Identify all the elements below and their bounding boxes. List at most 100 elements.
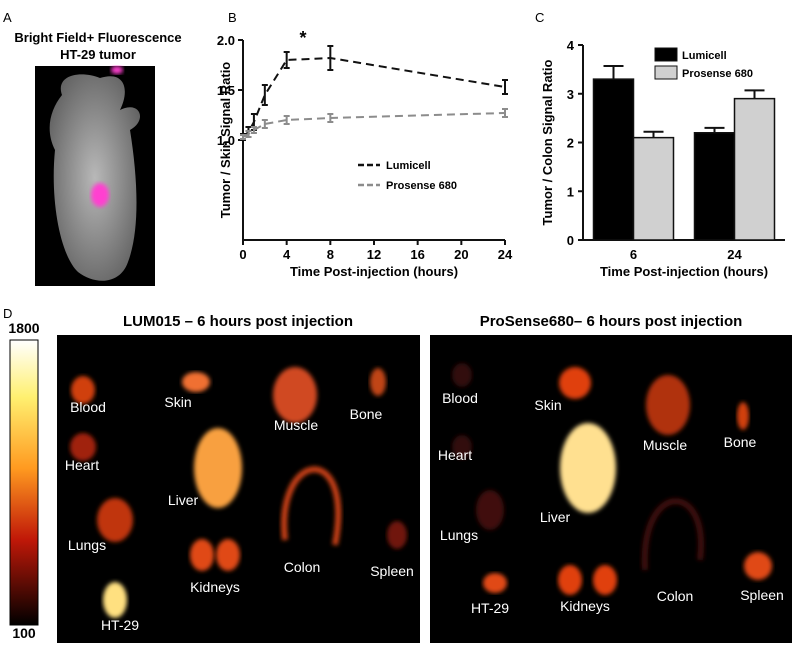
organ bbox=[483, 573, 507, 593]
organ bbox=[194, 428, 242, 508]
organ-label: Heart bbox=[65, 457, 99, 473]
y-tick-label: 2 bbox=[567, 136, 574, 151]
x-tick-label: 8 bbox=[327, 247, 334, 262]
organ-label: Liver bbox=[168, 492, 199, 508]
y-tick-label: 4 bbox=[567, 38, 575, 53]
bar bbox=[592, 78, 635, 241]
x-tick-label: 12 bbox=[367, 247, 381, 262]
organ bbox=[646, 375, 690, 435]
organ-label: Colon bbox=[657, 588, 694, 604]
organ bbox=[70, 433, 96, 461]
organ bbox=[103, 582, 127, 618]
y-tick-label: 1.0 bbox=[217, 133, 235, 148]
annotation: * bbox=[300, 28, 307, 48]
organ-label: Lungs bbox=[68, 537, 106, 553]
organ-label: Kidneys bbox=[560, 598, 610, 614]
organ-label: Spleen bbox=[370, 563, 414, 579]
organ-label: HT-29 bbox=[471, 600, 509, 616]
y-tick-label: 2.0 bbox=[217, 33, 235, 48]
organ-label: Kidneys bbox=[190, 579, 240, 595]
y-tick-label: 3 bbox=[567, 87, 574, 102]
organ bbox=[281, 466, 342, 546]
x-tick-label: 20 bbox=[454, 247, 468, 262]
organ-label: Bone bbox=[350, 406, 383, 422]
organ bbox=[452, 363, 472, 387]
organ bbox=[560, 423, 616, 513]
mouse-image bbox=[35, 66, 155, 286]
panel-label: C bbox=[535, 10, 544, 25]
organ bbox=[71, 376, 95, 404]
panel-a-title: Bright Field+ Fluorescence bbox=[14, 30, 181, 45]
colorbar-label: 1800 bbox=[8, 320, 39, 336]
organ bbox=[190, 539, 214, 571]
organ-label: Skin bbox=[534, 397, 561, 413]
image-title: LUM015 – 6 hours post injection bbox=[123, 313, 353, 330]
error-bar bbox=[261, 119, 268, 129]
organ bbox=[737, 402, 749, 430]
organ bbox=[216, 539, 240, 571]
organ-label: Blood bbox=[70, 399, 106, 415]
organ bbox=[97, 498, 133, 542]
error-bar bbox=[643, 130, 664, 138]
panel-label: B bbox=[228, 10, 237, 25]
y-tick-label: 0 bbox=[567, 233, 574, 248]
organ-label: HT-29 bbox=[101, 617, 139, 633]
organ-label: Muscle bbox=[643, 437, 688, 453]
bar bbox=[733, 97, 776, 241]
legend-label: Lumicell bbox=[682, 50, 727, 62]
organ bbox=[558, 565, 582, 595]
series-line bbox=[242, 56, 506, 138]
error-bar bbox=[744, 89, 765, 99]
x-tick-label: 6 bbox=[630, 247, 637, 262]
colorbar bbox=[9, 339, 39, 626]
image-title: ProSense680– 6 hours post injection bbox=[480, 313, 743, 330]
panel-a-title: HT-29 tumor bbox=[60, 47, 136, 62]
legend-label: Prosense 680 bbox=[386, 180, 457, 192]
bar bbox=[693, 132, 736, 241]
colorbar-label: 100 bbox=[12, 625, 36, 641]
x-axis-title: Time Post-injection (hours) bbox=[290, 264, 458, 279]
error-bar bbox=[283, 51, 290, 69]
series-line bbox=[242, 112, 506, 138]
panel-label: D bbox=[3, 306, 12, 321]
organ-label: Blood bbox=[442, 390, 478, 406]
x-tick-label: 16 bbox=[410, 247, 424, 262]
legend-swatch bbox=[654, 65, 678, 80]
legend-label: Prosense 680 bbox=[682, 68, 753, 80]
organ bbox=[559, 367, 591, 399]
x-tick-label: 4 bbox=[283, 247, 291, 262]
organ bbox=[370, 368, 386, 396]
organ-label: Spleen bbox=[740, 587, 784, 603]
organ-label: Lungs bbox=[440, 527, 478, 543]
y-axis-title: Tumor / Colon Signal Ratio bbox=[540, 60, 555, 226]
organ-label: Colon bbox=[284, 559, 321, 575]
panel-label: A bbox=[3, 10, 12, 25]
y-tick-label: 1.5 bbox=[217, 83, 235, 98]
axis bbox=[242, 40, 505, 241]
bar bbox=[632, 136, 675, 241]
legend-swatch bbox=[654, 47, 678, 62]
error-bar bbox=[502, 79, 508, 95]
organ-label: Bone bbox=[724, 434, 757, 450]
y-tick-label: 1 bbox=[567, 184, 574, 199]
organ-label: Muscle bbox=[274, 417, 319, 433]
organ bbox=[744, 552, 772, 580]
organ bbox=[641, 498, 704, 571]
organ bbox=[452, 435, 472, 459]
organ-label: Heart bbox=[438, 447, 472, 463]
x-tick-label: 0 bbox=[239, 247, 246, 262]
error-bar bbox=[261, 84, 268, 106]
error-bar bbox=[283, 115, 290, 125]
organ bbox=[273, 367, 317, 423]
error-bar bbox=[704, 126, 725, 133]
organ bbox=[387, 521, 407, 549]
legend-label: Lumicell bbox=[386, 160, 431, 172]
organ bbox=[476, 490, 504, 530]
organ-label: Skin bbox=[164, 394, 191, 410]
x-tick-label: 24 bbox=[727, 247, 742, 262]
error-bar bbox=[250, 126, 257, 134]
y-axis-title: Tumor / Skin Signal Ratio bbox=[218, 62, 233, 219]
organ bbox=[593, 565, 617, 595]
